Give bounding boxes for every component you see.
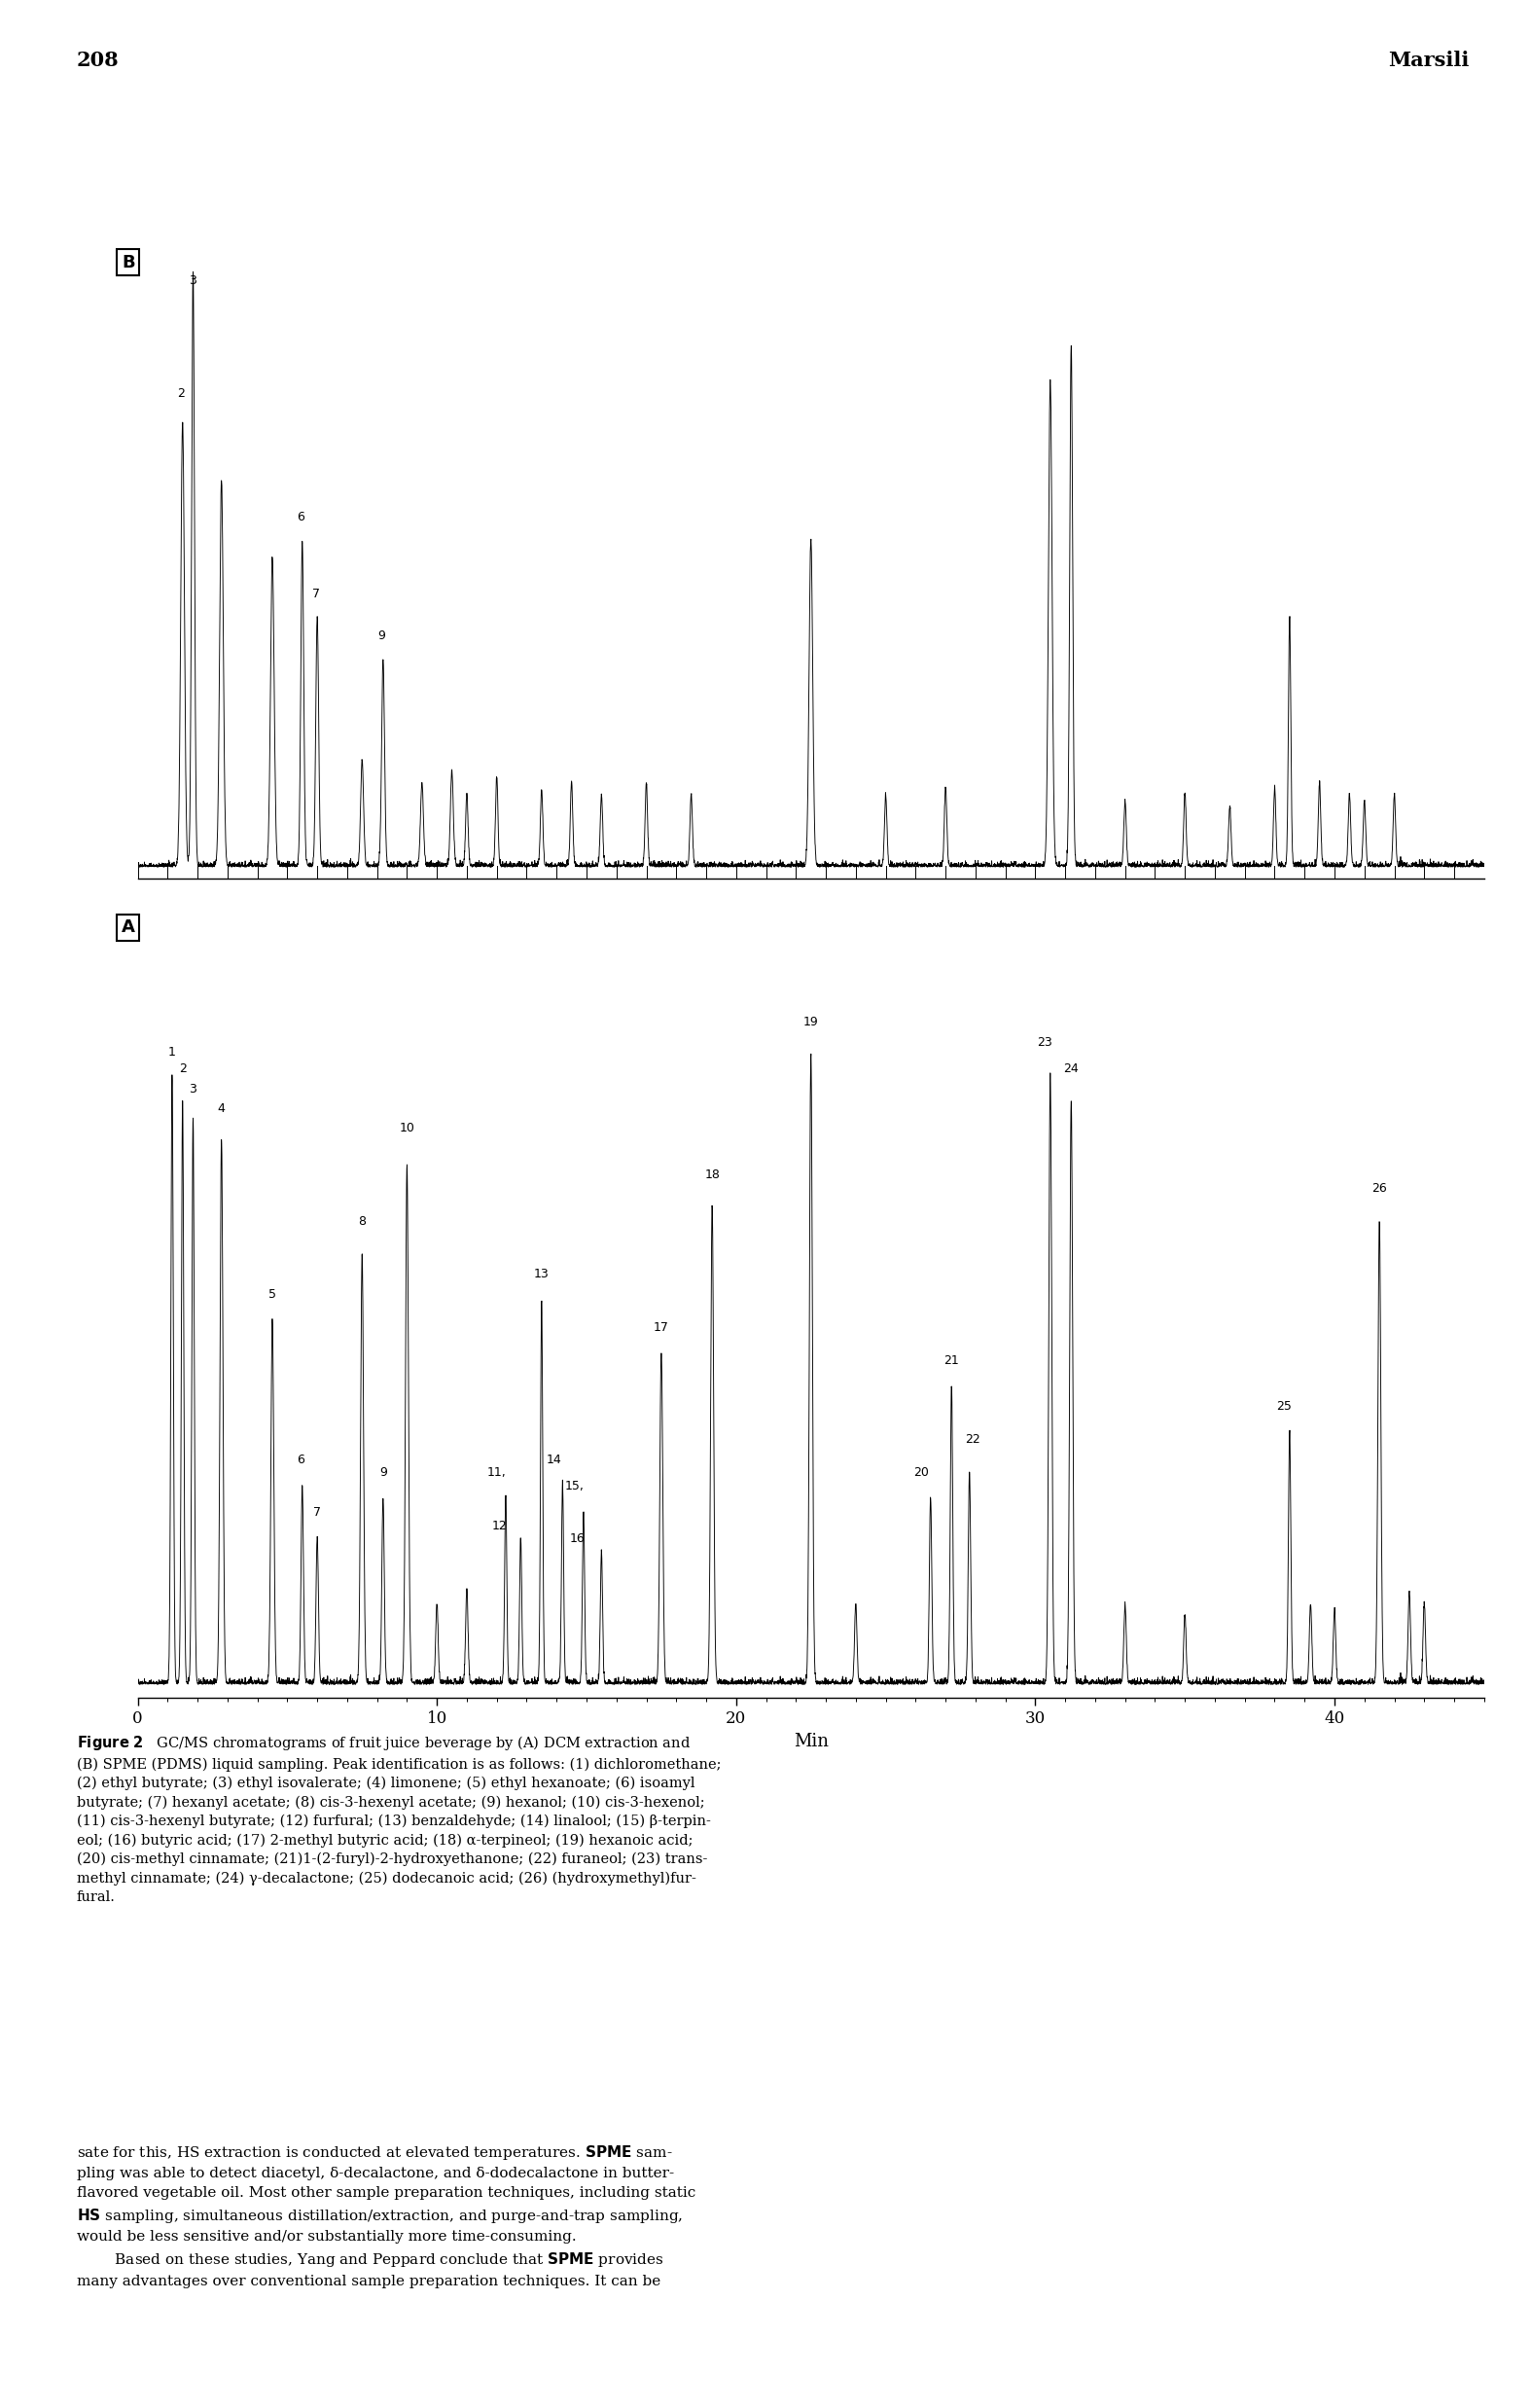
Text: B: B — [121, 253, 135, 272]
Text: 24: 24 — [1063, 1062, 1079, 1074]
Text: 4: 4 — [217, 1103, 225, 1115]
Text: 13: 13 — [534, 1267, 549, 1281]
Text: 5: 5 — [268, 1288, 277, 1300]
Text: 2: 2 — [177, 388, 185, 400]
Text: 1: 1 — [168, 1045, 176, 1060]
Text: $\bf{Figure\ 2}$   GC/MS chromatograms of fruit juice beverage by (A) DCM extrac: $\bf{Figure\ 2}$ GC/MS chromatograms of … — [76, 1734, 721, 1905]
Text: 208: 208 — [76, 51, 119, 70]
Text: 7: 7 — [312, 1505, 320, 1519]
Text: 22: 22 — [965, 1433, 981, 1445]
Text: 9: 9 — [378, 628, 386, 643]
Text: 19: 19 — [803, 1016, 819, 1028]
Text: 18: 18 — [704, 1168, 721, 1182]
Text: 6: 6 — [297, 1452, 304, 1466]
Text: 7: 7 — [312, 588, 320, 600]
Text: 17: 17 — [653, 1320, 669, 1334]
Text: 9: 9 — [379, 1466, 387, 1479]
Text: 3: 3 — [190, 1081, 197, 1096]
Text: Marsili: Marsili — [1388, 51, 1469, 70]
Text: 10: 10 — [399, 1122, 415, 1134]
Text: 3: 3 — [188, 275, 196, 287]
Text: 25: 25 — [1276, 1399, 1291, 1413]
Text: 16: 16 — [569, 1531, 584, 1546]
Text: 2: 2 — [179, 1062, 187, 1074]
Text: 26: 26 — [1372, 1182, 1388, 1194]
X-axis label: Min: Min — [794, 1731, 828, 1751]
Text: 23: 23 — [1037, 1035, 1053, 1050]
Text: 15,: 15, — [565, 1479, 584, 1493]
Text: 12: 12 — [493, 1519, 508, 1531]
Text: 6: 6 — [297, 510, 304, 525]
Text: A: A — [121, 920, 135, 937]
Text: 20: 20 — [913, 1466, 929, 1479]
Text: 11,: 11, — [487, 1466, 506, 1479]
Text: sate for this, HS extraction is conducted at elevated temperatures. $\bf{SPME}$ : sate for this, HS extraction is conducte… — [76, 2143, 695, 2288]
Text: 21: 21 — [944, 1353, 959, 1368]
Text: 14: 14 — [546, 1452, 562, 1466]
Text: 8: 8 — [358, 1214, 366, 1228]
